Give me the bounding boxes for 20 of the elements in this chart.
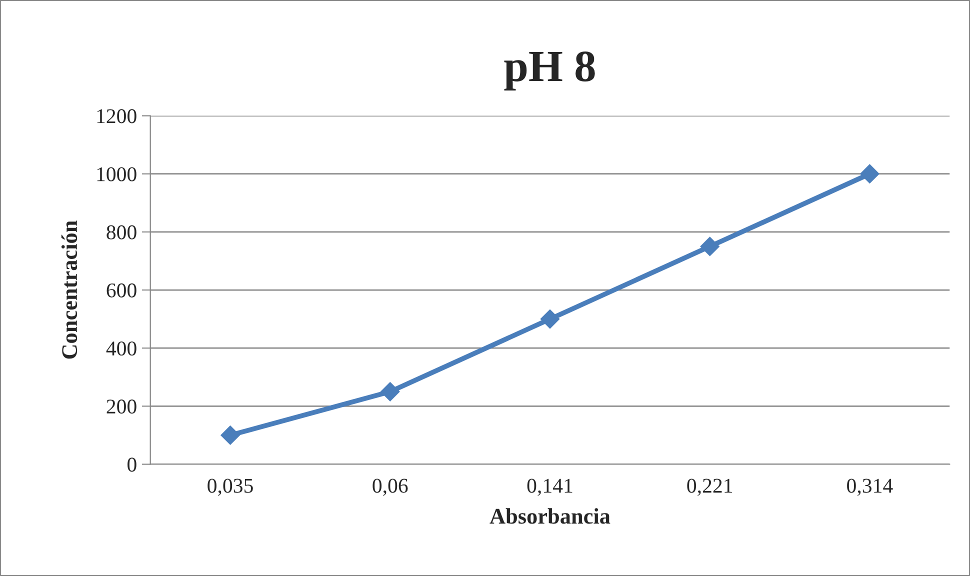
y-tick-label: 400 bbox=[106, 341, 136, 356]
x-tick-label: 0,035 bbox=[208, 478, 253, 496]
point bbox=[700, 236, 720, 256]
y-tick-label: 1000 bbox=[97, 167, 136, 182]
y-tick-label: 0 bbox=[128, 458, 136, 472]
point bbox=[860, 164, 880, 184]
point bbox=[380, 382, 400, 402]
point bbox=[220, 426, 240, 445]
x-tick-label: 0,314 bbox=[847, 478, 893, 496]
x-tick-label: 0,221 bbox=[687, 478, 732, 496]
point bbox=[540, 310, 560, 329]
y-tick-label: 600 bbox=[106, 283, 136, 298]
chart-title: pH 8 bbox=[504, 52, 595, 91]
y-axis-title: Concentración bbox=[61, 220, 78, 359]
x-axis-title: Absorbancia bbox=[490, 508, 610, 524]
x-tick-label: 0,06 bbox=[372, 478, 408, 496]
y-tick-label: 1200 bbox=[97, 109, 136, 124]
x-tick-label: 0,141 bbox=[527, 478, 572, 496]
y-tick-label: 200 bbox=[106, 400, 136, 414]
y-tick-label: 800 bbox=[106, 225, 136, 240]
